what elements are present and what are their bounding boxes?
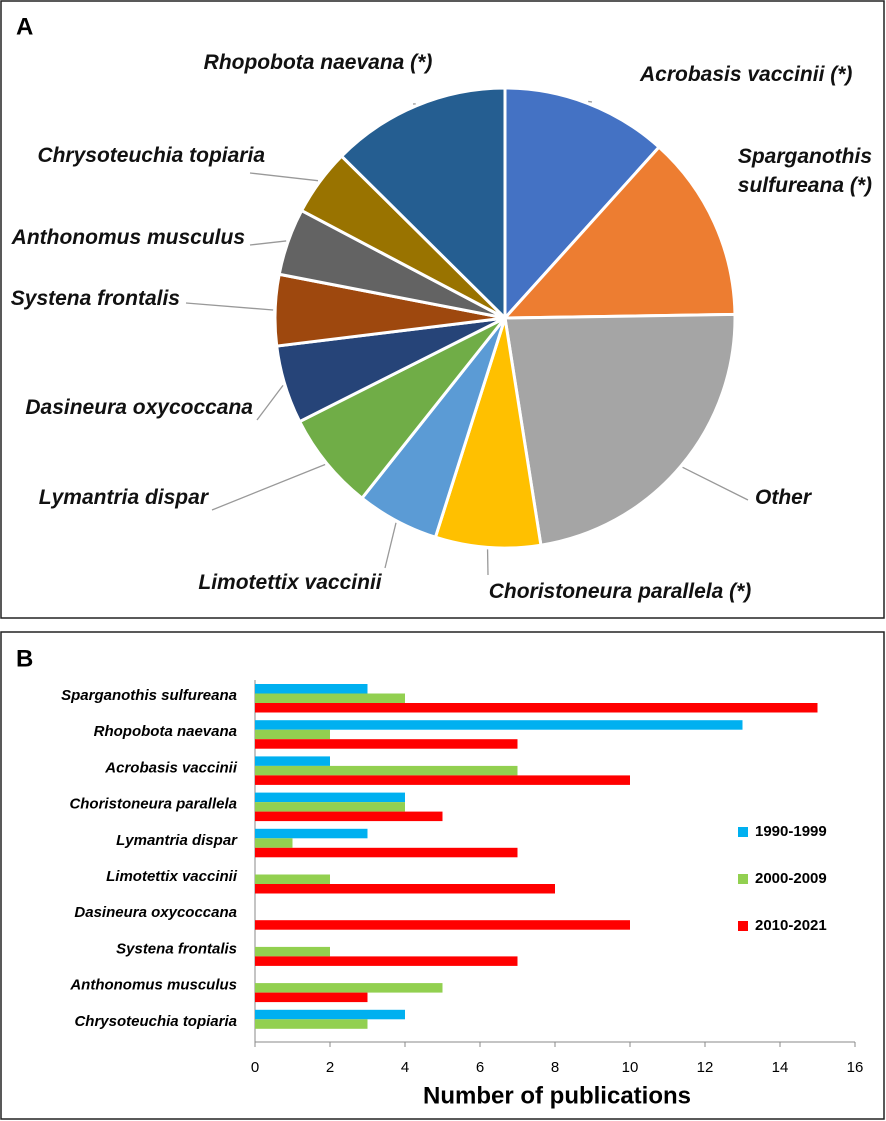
y-tick-label: Acrobasis vaccinii (104, 759, 238, 776)
legend-label: 1990-1999 (755, 823, 827, 840)
x-tick-label: 16 (847, 1059, 864, 1076)
slice-label: Systena frontalis (10, 287, 180, 310)
panel-label: B (16, 645, 33, 672)
x-tick-label: 8 (551, 1059, 559, 1076)
x-tick-label: 4 (401, 1059, 409, 1076)
pie-slice (433, 317, 543, 550)
leader-line (384, 522, 397, 569)
slice-label: Lymantria dispar (38, 486, 208, 509)
x-axis-title: Number of publications (423, 1082, 691, 1109)
leader-line (588, 100, 593, 103)
slice-label: Limotettix vaccinii (198, 571, 382, 594)
bar (255, 838, 293, 848)
bar (255, 946, 330, 957)
bar (255, 729, 330, 740)
y-tick-label: Sparganothis sulfureana (61, 687, 237, 704)
x-tick-label: 0 (251, 1059, 259, 1076)
bar (255, 992, 368, 1003)
y-tick-label: Choristoneura parallela (69, 796, 237, 813)
bar (255, 920, 630, 930)
leader-line (211, 463, 326, 511)
x-tick-label: 10 (622, 1059, 639, 1076)
panel-frame (0, 0, 885, 619)
x-tick-label: 12 (697, 1059, 714, 1076)
y-tick-label: Limotettix vaccinii (106, 868, 238, 885)
leader-line (256, 384, 284, 421)
x-tick-label: 2 (326, 1059, 334, 1076)
slice-label: Anthonomus musculus (11, 226, 245, 249)
slice-label: Chrysoteuchia topiaria (37, 144, 265, 167)
y-tick-label: Chrysoteuchia topiaria (74, 1013, 237, 1030)
y-tick-label: Anthonomus musculus (69, 977, 237, 994)
slice-label: Choristoneura parallela (*) (488, 580, 752, 603)
y-tick-label: Lymantria dispar (116, 832, 238, 849)
x-tick-label: 6 (476, 1059, 484, 1076)
leader-line (249, 172, 319, 182)
legend-swatch (738, 827, 748, 837)
bar (255, 1019, 368, 1029)
slice-label: Dasineura oxycoccana (25, 396, 253, 419)
x-tick-label: 14 (772, 1059, 789, 1076)
bar (255, 828, 368, 839)
slice-label: Acrobasis vaccinii (*) (640, 63, 853, 86)
bar (255, 802, 405, 812)
bar (255, 792, 405, 803)
legend-label: 2010-2021 (755, 917, 827, 934)
bar (255, 811, 443, 822)
y-tick-label: Rhopobota naevana (94, 723, 237, 740)
bar (255, 756, 330, 766)
bar (255, 739, 518, 749)
bar (255, 765, 518, 776)
panel-label: A (16, 13, 33, 40)
leader-line (249, 240, 287, 246)
leader-line (185, 302, 274, 311)
slice-label: Rhopobota naevana (*) (203, 51, 433, 74)
pie-slice (501, 145, 737, 320)
bar (255, 1009, 405, 1020)
legend-swatch (738, 921, 748, 931)
y-tick-label: Dasineura oxycoccana (74, 904, 237, 921)
pie-slice (503, 312, 737, 547)
slice-label: Sparganothis sulfureana (*) (737, 145, 872, 197)
legend-label: 2000-2009 (755, 870, 827, 887)
pie-slice (339, 86, 507, 322)
pie-slice (503, 86, 662, 322)
bar (255, 874, 330, 884)
panel-frame (0, 631, 885, 1120)
bar (255, 847, 518, 858)
bar (255, 956, 518, 966)
bar (255, 884, 555, 894)
bar (255, 684, 368, 694)
legend-swatch (738, 874, 748, 884)
bar (255, 703, 818, 713)
bar (255, 983, 443, 993)
slice-label: Other (755, 486, 812, 509)
bar (255, 775, 630, 785)
y-tick-label: Systena frontalis (116, 940, 237, 957)
bar (255, 720, 743, 730)
bar (255, 693, 405, 703)
leader-line (682, 466, 749, 501)
